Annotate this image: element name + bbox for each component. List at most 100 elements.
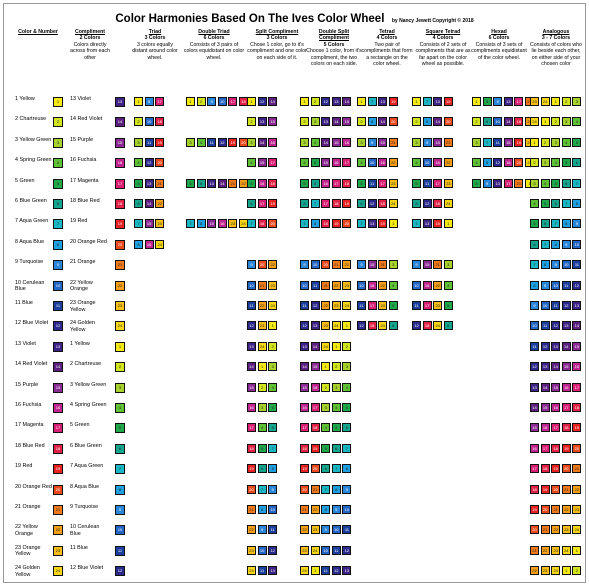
- double_split-swatch: 7: [300, 219, 309, 229]
- analogous-swatch: 10: [561, 260, 571, 270]
- analogous-swatch: 5: [572, 137, 582, 147]
- double_split-swatch: 16: [321, 178, 331, 188]
- double_triad-swatch: 11: [207, 137, 217, 147]
- double_split-swatch: 14: [331, 117, 341, 127]
- triad-swatch: 12: [144, 158, 154, 168]
- split-swatch: 8: [257, 505, 267, 514]
- split-swatch: 15: [247, 382, 256, 392]
- compliment-label: 9 Turquoise: [70, 504, 99, 510]
- double_triad-swatch: 19: [228, 137, 238, 147]
- compliment-swatch: 13: [115, 97, 125, 107]
- triad-swatch: 15: [144, 219, 154, 229]
- double_split-swatch: 7: [321, 484, 331, 494]
- double_split-swatch: 24: [321, 341, 331, 351]
- tetrad-swatch: 14: [378, 117, 388, 127]
- hexad-swatch: 10: [493, 117, 503, 127]
- analogous-swatch: 12: [561, 301, 571, 310]
- compliment-swatch: 24: [115, 321, 125, 332]
- tetrad-swatch: 17: [378, 178, 388, 188]
- compliment-label: 13 Violet: [70, 96, 91, 102]
- double_split-swatch: 23: [331, 301, 341, 310]
- split-swatch: 8: [268, 464, 278, 474]
- square-swatch: 9: [422, 137, 432, 147]
- analogous-swatch: 8: [561, 219, 571, 229]
- hexad-swatch: 9: [482, 178, 492, 188]
- color-label: 2 Chartreuse: [15, 116, 47, 123]
- square-swatch: 10: [412, 280, 421, 290]
- compliment-swatch: 3: [115, 382, 125, 393]
- analogous-swatch: 16: [561, 382, 571, 392]
- analogous-swatch: 1: [530, 137, 539, 147]
- analogous-swatch: 14: [551, 362, 561, 372]
- header-desc: Consists of 3 pairs of colors equidistan…: [183, 41, 245, 61]
- analogous-swatch: 4: [530, 199, 539, 208]
- analogous-swatch: 20: [540, 505, 550, 514]
- analogous-swatch: 15: [530, 423, 539, 433]
- square-swatch: 19: [443, 97, 453, 106]
- analogous-swatch: 20: [572, 443, 582, 453]
- double_split-swatch: 10: [310, 260, 320, 270]
- split-swatch: 18: [257, 219, 267, 229]
- double_split-swatch: 9: [331, 505, 341, 514]
- split-swatch: 21: [247, 505, 256, 514]
- analogous-swatch: 6: [530, 239, 539, 249]
- split-swatch: 20: [247, 484, 256, 494]
- double_split-swatch: 24: [331, 321, 341, 331]
- compliment-swatch: 11: [115, 545, 125, 556]
- double_split-swatch: 17: [331, 178, 341, 188]
- compliment-swatch: 6: [115, 443, 125, 454]
- double_split-swatch: 23: [300, 545, 309, 555]
- analogous-swatch: 15: [551, 382, 561, 392]
- analogous-swatch: 23: [561, 525, 571, 535]
- analogous-swatch: 11: [530, 341, 539, 351]
- square-swatch: 15: [433, 137, 443, 147]
- double_split-swatch: 17: [300, 423, 309, 433]
- square-swatch: 14: [433, 117, 443, 127]
- analogous-swatch: 17: [551, 423, 561, 433]
- square-swatch: 8: [422, 117, 432, 127]
- split-swatch: 24: [268, 301, 278, 310]
- base-color-swatch: 10: [53, 280, 63, 291]
- analogous-swatch: 18: [530, 484, 539, 494]
- double_triad-swatch: 6: [196, 178, 206, 188]
- split-swatch: 11: [268, 525, 278, 535]
- compliment-swatch: 5: [115, 423, 125, 434]
- square-swatch: 16: [433, 158, 443, 168]
- double_split-swatch: 13: [321, 117, 331, 127]
- split-swatch: 23: [268, 280, 278, 290]
- double_split-swatch: 12: [321, 97, 331, 106]
- analogous-swatch: 24: [551, 566, 561, 576]
- split-swatch: 9: [268, 484, 278, 494]
- analogous-swatch: 14: [540, 382, 550, 392]
- compliment-swatch: 15: [115, 137, 125, 148]
- analogous-swatch: 1: [561, 566, 571, 576]
- split-swatch: 22: [247, 525, 256, 535]
- compliment-label: 23 Orange Yellow: [70, 300, 96, 313]
- analogous-swatch: 21: [530, 545, 539, 555]
- analogous-swatch: 2: [572, 566, 582, 576]
- header-square_tetrad: Square Tetrad 4 Colors Consists of 2 sets …: [414, 29, 472, 67]
- square-swatch: 11: [412, 301, 421, 310]
- double_split-swatch: 21: [300, 505, 309, 514]
- hexad-swatch: 12: [493, 158, 503, 168]
- triad-swatch: 10: [144, 117, 154, 127]
- split-swatch: 7: [257, 484, 267, 494]
- double_split-swatch: 2: [321, 382, 331, 392]
- compliment-swatch: 23: [115, 301, 125, 311]
- analogous-swatch: 3: [561, 117, 571, 127]
- double_split-swatch: 3: [300, 137, 309, 147]
- split-swatch: 3: [247, 137, 256, 147]
- double_split-swatch: 10: [300, 280, 309, 290]
- split-swatch: 22: [268, 260, 278, 270]
- tetrad-swatch: 13: [367, 219, 377, 229]
- header-color_number: Color & Number: [8, 29, 68, 35]
- double_split-swatch: 4: [310, 137, 320, 147]
- hexad-swatch: 16: [503, 158, 513, 168]
- double_split-swatch: 5: [310, 158, 320, 168]
- split-swatch: 16: [247, 403, 256, 412]
- double_triad-swatch: 7: [186, 219, 195, 229]
- split-swatch: 6: [257, 464, 267, 474]
- compliment-label: 2 Chartreuse: [70, 361, 102, 368]
- header-desc: Two pair of compliments that form a rect…: [361, 41, 413, 68]
- split-swatch: 13: [257, 117, 267, 127]
